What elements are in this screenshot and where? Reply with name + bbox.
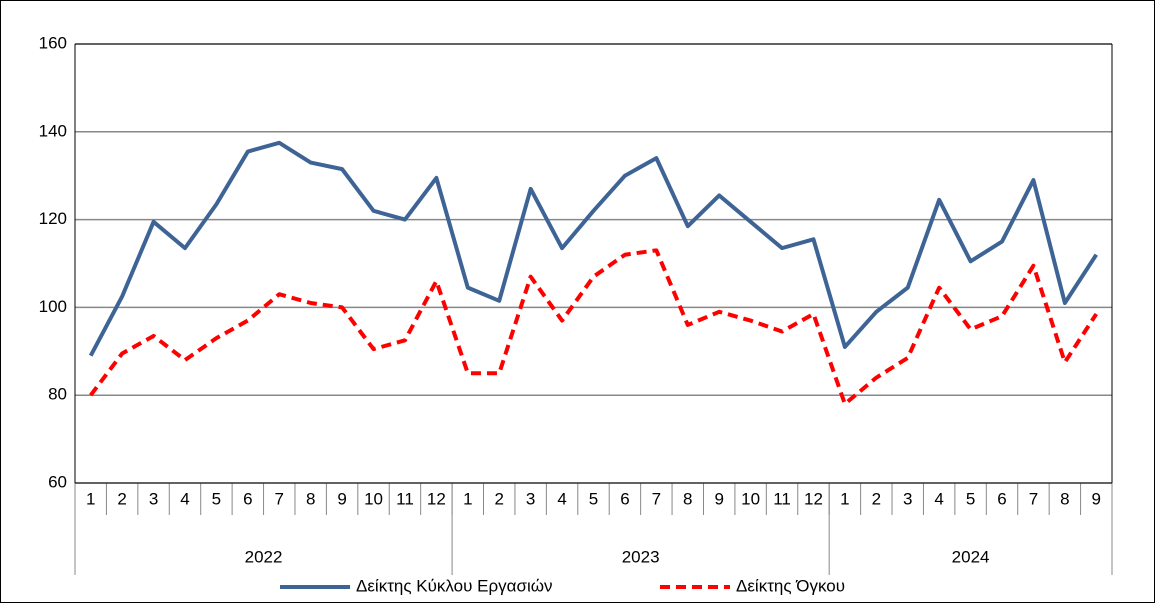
x-tick-label: 7 xyxy=(1029,489,1038,508)
x-tick-label: 10 xyxy=(741,489,760,508)
x-tick-label: 3 xyxy=(526,489,535,508)
x-tick-label: 5 xyxy=(212,489,221,508)
group-label: 2024 xyxy=(952,547,990,566)
x-tick-label: 11 xyxy=(773,489,791,508)
y-tick-label: 60 xyxy=(48,472,67,491)
x-tick-label: 8 xyxy=(683,489,692,508)
x-tick-label: 8 xyxy=(306,489,315,508)
group-label: 2022 xyxy=(245,547,283,566)
x-tick-label: 12 xyxy=(804,489,823,508)
x-tick-label: 4 xyxy=(180,489,189,508)
legend-label: Δείκτης Κύκλου Εργασιών xyxy=(356,576,553,595)
y-tick-label: 80 xyxy=(48,385,67,404)
x-tick-label: 1 xyxy=(840,489,849,508)
x-tick-label: 6 xyxy=(620,489,629,508)
x-tick-label: 2 xyxy=(117,489,126,508)
x-tick-label: 6 xyxy=(243,489,252,508)
x-tick-label: 3 xyxy=(903,489,912,508)
x-tick-label: 11 xyxy=(396,489,414,508)
x-tick-label: 1 xyxy=(463,489,472,508)
y-tick-label: 120 xyxy=(39,209,67,228)
x-tick-label: 12 xyxy=(427,489,446,508)
y-tick-label: 100 xyxy=(39,297,67,316)
legend-label: Δείκτης Όγκου xyxy=(736,576,845,595)
x-tick-label: 5 xyxy=(589,489,598,508)
x-tick-label: 4 xyxy=(934,489,943,508)
y-tick-label: 160 xyxy=(39,33,67,52)
y-tick-label: 140 xyxy=(39,121,67,140)
x-tick-label: 1 xyxy=(86,489,95,508)
group-label: 2023 xyxy=(622,547,660,566)
x-tick-label: 2 xyxy=(494,489,503,508)
series-line xyxy=(89,248,1098,406)
x-tick-label: 9 xyxy=(337,489,346,508)
x-tick-label: 9 xyxy=(714,489,723,508)
x-tick-label: 9 xyxy=(1092,489,1101,508)
x-tick-label: 7 xyxy=(275,489,284,508)
x-tick-label: 8 xyxy=(1060,489,1069,508)
x-tick-label: 4 xyxy=(557,489,566,508)
series-line xyxy=(88,140,1098,357)
x-tick-label: 6 xyxy=(997,489,1006,508)
x-tick-label: 7 xyxy=(652,489,661,508)
x-tick-label: 5 xyxy=(966,489,975,508)
x-tick-label: 3 xyxy=(149,489,158,508)
x-tick-label: 10 xyxy=(364,489,383,508)
x-tick-label: 2 xyxy=(872,489,881,508)
